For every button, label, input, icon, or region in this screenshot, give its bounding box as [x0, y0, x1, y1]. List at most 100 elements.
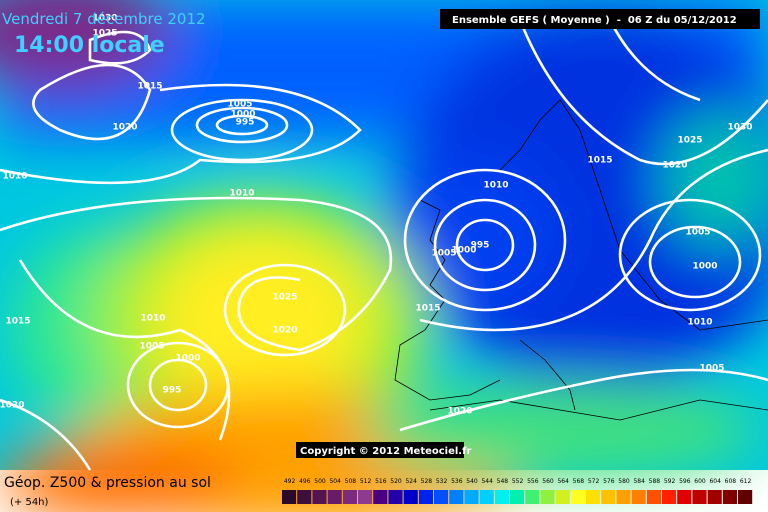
legend-label: 512 — [360, 478, 372, 485]
isobar-label: 1010 — [140, 314, 165, 324]
legend-swatch — [327, 490, 342, 504]
isobar-label: 1025 — [92, 29, 117, 39]
legend-swatch — [525, 490, 540, 504]
legend-swatch — [692, 490, 707, 504]
legend-swatch — [297, 490, 312, 504]
legend-swatch — [738, 490, 753, 504]
legend-label: 496 — [299, 478, 311, 485]
legend-label: 560 — [542, 478, 554, 485]
legend-swatch — [601, 490, 616, 504]
legend-label: 528 — [421, 478, 433, 485]
legend-label: 532 — [436, 478, 448, 485]
legend-swatch — [586, 490, 601, 504]
legend-swatch — [388, 490, 403, 504]
isobar-label: 1010 — [687, 318, 712, 328]
legend-swatch — [342, 490, 357, 504]
isobar-label: 1000 — [230, 110, 255, 120]
legend-swatch — [646, 490, 661, 504]
isobar-label: 1020 — [447, 407, 472, 417]
isobar-label: 1000 — [175, 354, 200, 364]
legend-label: 540 — [466, 478, 478, 485]
legend-label: 552 — [512, 478, 524, 485]
legend-label: 576 — [603, 478, 615, 485]
legend-label: 604 — [709, 478, 721, 485]
isobar-label: 1020 — [0, 401, 25, 411]
footer-lead: (+ 54h) — [10, 497, 49, 508]
legend-swatch — [662, 490, 677, 504]
copyright-box — [296, 442, 464, 458]
legend-swatch — [373, 490, 388, 504]
legend-label: 508 — [345, 478, 357, 485]
date: Vendredi 7 décembre 2012 — [2, 10, 206, 28]
legend-label: 600 — [694, 478, 706, 485]
legend-label: 524 — [405, 478, 417, 485]
isobar-label: 1025 — [677, 136, 702, 146]
model-box — [440, 9, 760, 29]
legend-swatch — [540, 490, 555, 504]
legend-swatch — [418, 490, 433, 504]
isobar-label: 1015 — [415, 304, 440, 314]
legend-swatch — [479, 490, 494, 504]
legend-swatch — [677, 490, 692, 504]
isobar-label: 1025 — [272, 293, 297, 303]
legend-label: 592 — [664, 478, 676, 485]
legend-label: 536 — [451, 478, 463, 485]
isobar-label: 1010 — [229, 189, 254, 199]
legend-swatch — [570, 490, 585, 504]
isobar-label: 995 — [236, 118, 255, 128]
legend-label: 516 — [375, 478, 387, 485]
isobar-label: 1030 — [92, 14, 117, 24]
legend-label: 612 — [740, 478, 752, 485]
legend-swatch — [312, 490, 327, 504]
legend-label: 572 — [588, 478, 600, 485]
legend-label: 580 — [618, 478, 630, 485]
legend-label: 596 — [679, 478, 691, 485]
isobar-label: 1005 — [227, 100, 252, 110]
legend-swatch — [358, 490, 373, 504]
isobar-label: 1020 — [662, 161, 687, 171]
copyright: Copyright © 2012 Meteociel.fr — [300, 446, 471, 457]
isobar-label: 1010 — [483, 181, 508, 191]
isobar-label: 1005 — [139, 342, 164, 352]
legend-label: 548 — [497, 478, 509, 485]
legend-swatch — [631, 490, 646, 504]
isobar-label: 1005 — [431, 249, 456, 259]
isobar-label: 995 — [163, 386, 182, 396]
legend-label: 564 — [557, 478, 569, 485]
legend-label: 492 — [284, 478, 296, 485]
legend-label: 556 — [527, 478, 539, 485]
legend-swatch — [494, 490, 509, 504]
legend-swatch — [616, 490, 631, 504]
isobar-label: 1020 — [112, 123, 137, 133]
legend-swatch — [707, 490, 722, 504]
legend-swatch — [282, 490, 297, 504]
isobar-label: 1005 — [699, 364, 724, 374]
isobar-label: 1015 — [137, 82, 162, 92]
legend-label: 568 — [573, 478, 585, 485]
legend-swatch — [722, 490, 737, 504]
isobar-label: 1010 — [2, 172, 27, 182]
isobar-label: 1015 — [5, 317, 30, 327]
isobar-label: 1030 — [727, 123, 752, 133]
legend-label: 544 — [481, 478, 493, 485]
legend-swatch — [403, 490, 418, 504]
legend-swatch — [434, 490, 449, 504]
footer-title: Géop. Z500 & pression au sol — [4, 475, 211, 491]
legend-swatch — [464, 490, 479, 504]
legend-label: 500 — [314, 478, 326, 485]
isobar-label: 1015 — [587, 156, 612, 166]
time: 14:00 locale — [14, 33, 165, 58]
legend-swatch — [449, 490, 464, 504]
isobar-label: 995 — [471, 241, 490, 251]
isobar-label: 1000 — [692, 262, 717, 272]
legend-label: 520 — [390, 478, 402, 485]
coastlines — [394, 99, 768, 421]
legend-label: 608 — [725, 478, 737, 485]
legend-label: 504 — [329, 478, 341, 485]
legend-label: 584 — [633, 478, 645, 485]
legend-swatch — [555, 490, 570, 504]
isobars — [0, 19, 768, 471]
legend-swatch — [510, 490, 525, 504]
legend-label: 588 — [649, 478, 661, 485]
